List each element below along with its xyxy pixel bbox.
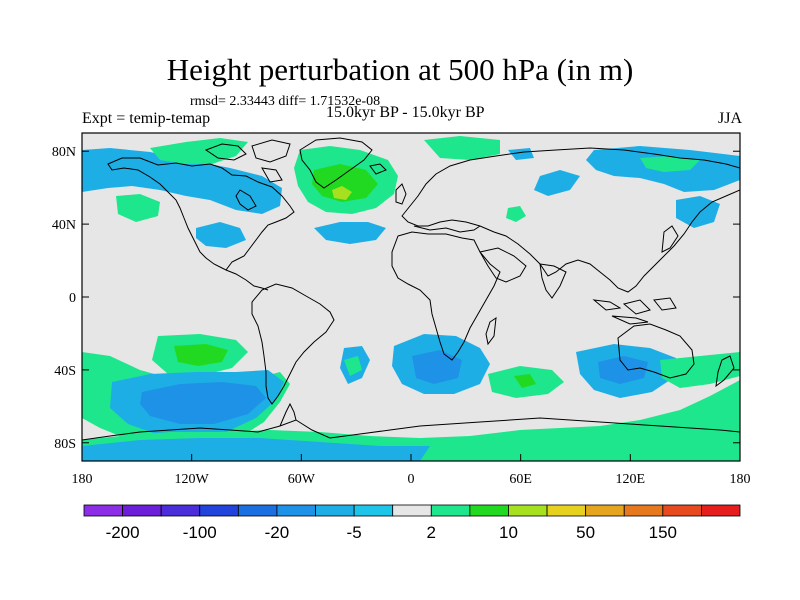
coastline-south-america bbox=[251, 283, 335, 405]
contour-region bbox=[424, 136, 500, 160]
lat-tick-label: 0 bbox=[69, 291, 76, 306]
lat-tick-label: 80N bbox=[52, 145, 76, 160]
colorbar: -200 -100 -20 -5 2 10 50 150 bbox=[83, 504, 741, 542]
contour-region bbox=[534, 170, 580, 196]
colorbar-swatch bbox=[662, 504, 702, 517]
period-label: 15.0kyr BP - 15.0kyr BP bbox=[326, 104, 485, 121]
lon-tick-label: 120E bbox=[616, 472, 646, 487]
colorbar-label: -200 bbox=[106, 523, 140, 542]
lon-tick-label: 60E bbox=[509, 472, 532, 487]
coastline-india bbox=[539, 263, 567, 299]
coastline-british-isles bbox=[395, 183, 407, 205]
contour-region bbox=[660, 352, 740, 388]
coastline-greenland bbox=[299, 137, 373, 189]
coastline-antarctica bbox=[82, 417, 740, 441]
colorbar-swatch bbox=[160, 504, 201, 517]
colorbar-swatch bbox=[315, 504, 355, 517]
colorbar-label: 150 bbox=[649, 523, 677, 542]
lon-tick-label: 60W bbox=[288, 472, 316, 487]
contour-region bbox=[312, 164, 378, 202]
lat-tick-label: 80S bbox=[54, 437, 76, 452]
colorbar-swatch bbox=[430, 504, 471, 517]
colorbar-swatch bbox=[508, 504, 548, 517]
coastline-eurasia bbox=[401, 147, 740, 293]
coastline-arctic-islands bbox=[204, 139, 291, 183]
colorbar-label: -5 bbox=[347, 523, 362, 542]
coastline-north-america bbox=[107, 157, 295, 271]
contour-region bbox=[140, 382, 266, 424]
colorbar-label: 50 bbox=[576, 523, 595, 542]
colorbar-swatch bbox=[701, 504, 741, 517]
contour-region bbox=[314, 222, 386, 244]
coastline-hudson-bay bbox=[235, 189, 257, 211]
plot-title: Height perturbation at 500 hPa (in m) bbox=[166, 52, 634, 87]
colorbar-swatch bbox=[353, 504, 394, 517]
contour-region bbox=[82, 438, 430, 461]
contour-region bbox=[332, 186, 352, 200]
coastline-japan bbox=[661, 225, 679, 253]
coastline-arabia bbox=[479, 247, 527, 283]
colorbar-swatch bbox=[623, 504, 664, 517]
season-label: JJA bbox=[717, 110, 742, 127]
coastlines bbox=[82, 137, 740, 441]
contour-region bbox=[174, 344, 228, 366]
coastline-antarctic-peninsula bbox=[279, 402, 297, 427]
lat-tick-label: 40N bbox=[52, 218, 76, 233]
coastline-iceland bbox=[369, 163, 387, 175]
colorbar-swatch bbox=[199, 504, 239, 517]
colorbar-swatch bbox=[122, 504, 162, 517]
contour-region bbox=[640, 156, 700, 172]
lon-tick-label: 180 bbox=[730, 472, 751, 487]
coastline-madagascar bbox=[485, 316, 497, 346]
contour-region bbox=[508, 148, 534, 160]
lon-axis: 180 120W 60W 0 60E 120E 180 bbox=[72, 454, 751, 487]
contour-region bbox=[598, 356, 648, 384]
coastline-indonesia bbox=[592, 297, 677, 325]
colorbar-label: -100 bbox=[183, 523, 217, 542]
coastline-central-america bbox=[225, 269, 269, 291]
contour-region bbox=[506, 206, 526, 222]
colorbar-swatch bbox=[546, 504, 587, 517]
colorbar-label: -20 bbox=[265, 523, 290, 542]
lat-axis: 80N 40N 0 40S 80S bbox=[52, 145, 740, 452]
coastline-mediterranean bbox=[413, 225, 481, 233]
lat-tick-label: 40S bbox=[54, 364, 76, 379]
colorbar-swatch bbox=[585, 504, 625, 517]
coastline-australia bbox=[617, 323, 695, 379]
contour-region bbox=[344, 356, 362, 376]
contour-region bbox=[196, 222, 246, 248]
contour-region bbox=[116, 194, 160, 222]
contour-region bbox=[514, 374, 536, 388]
colorbar-swatch bbox=[469, 504, 509, 517]
colorbar-label: 2 bbox=[427, 523, 436, 542]
lon-tick-label: 0 bbox=[408, 472, 415, 487]
colorbar-swatch bbox=[392, 504, 432, 517]
experiment-label: Expt = temip-temap bbox=[82, 110, 211, 127]
lon-tick-label: 120W bbox=[175, 472, 210, 487]
colorbar-swatch bbox=[276, 504, 316, 517]
colorbar-swatch bbox=[237, 504, 278, 517]
coastline-africa bbox=[391, 231, 501, 361]
coastline-new-zealand bbox=[715, 355, 735, 388]
colorbar-label: 10 bbox=[499, 523, 518, 542]
stats-label: rmsd= 2.33443 diff= 1.71532e-08 bbox=[190, 94, 381, 109]
lon-tick-label: 180 bbox=[72, 472, 93, 487]
colorbar-swatch bbox=[83, 504, 123, 517]
contour-region bbox=[82, 148, 282, 214]
contour-fills bbox=[82, 136, 740, 461]
